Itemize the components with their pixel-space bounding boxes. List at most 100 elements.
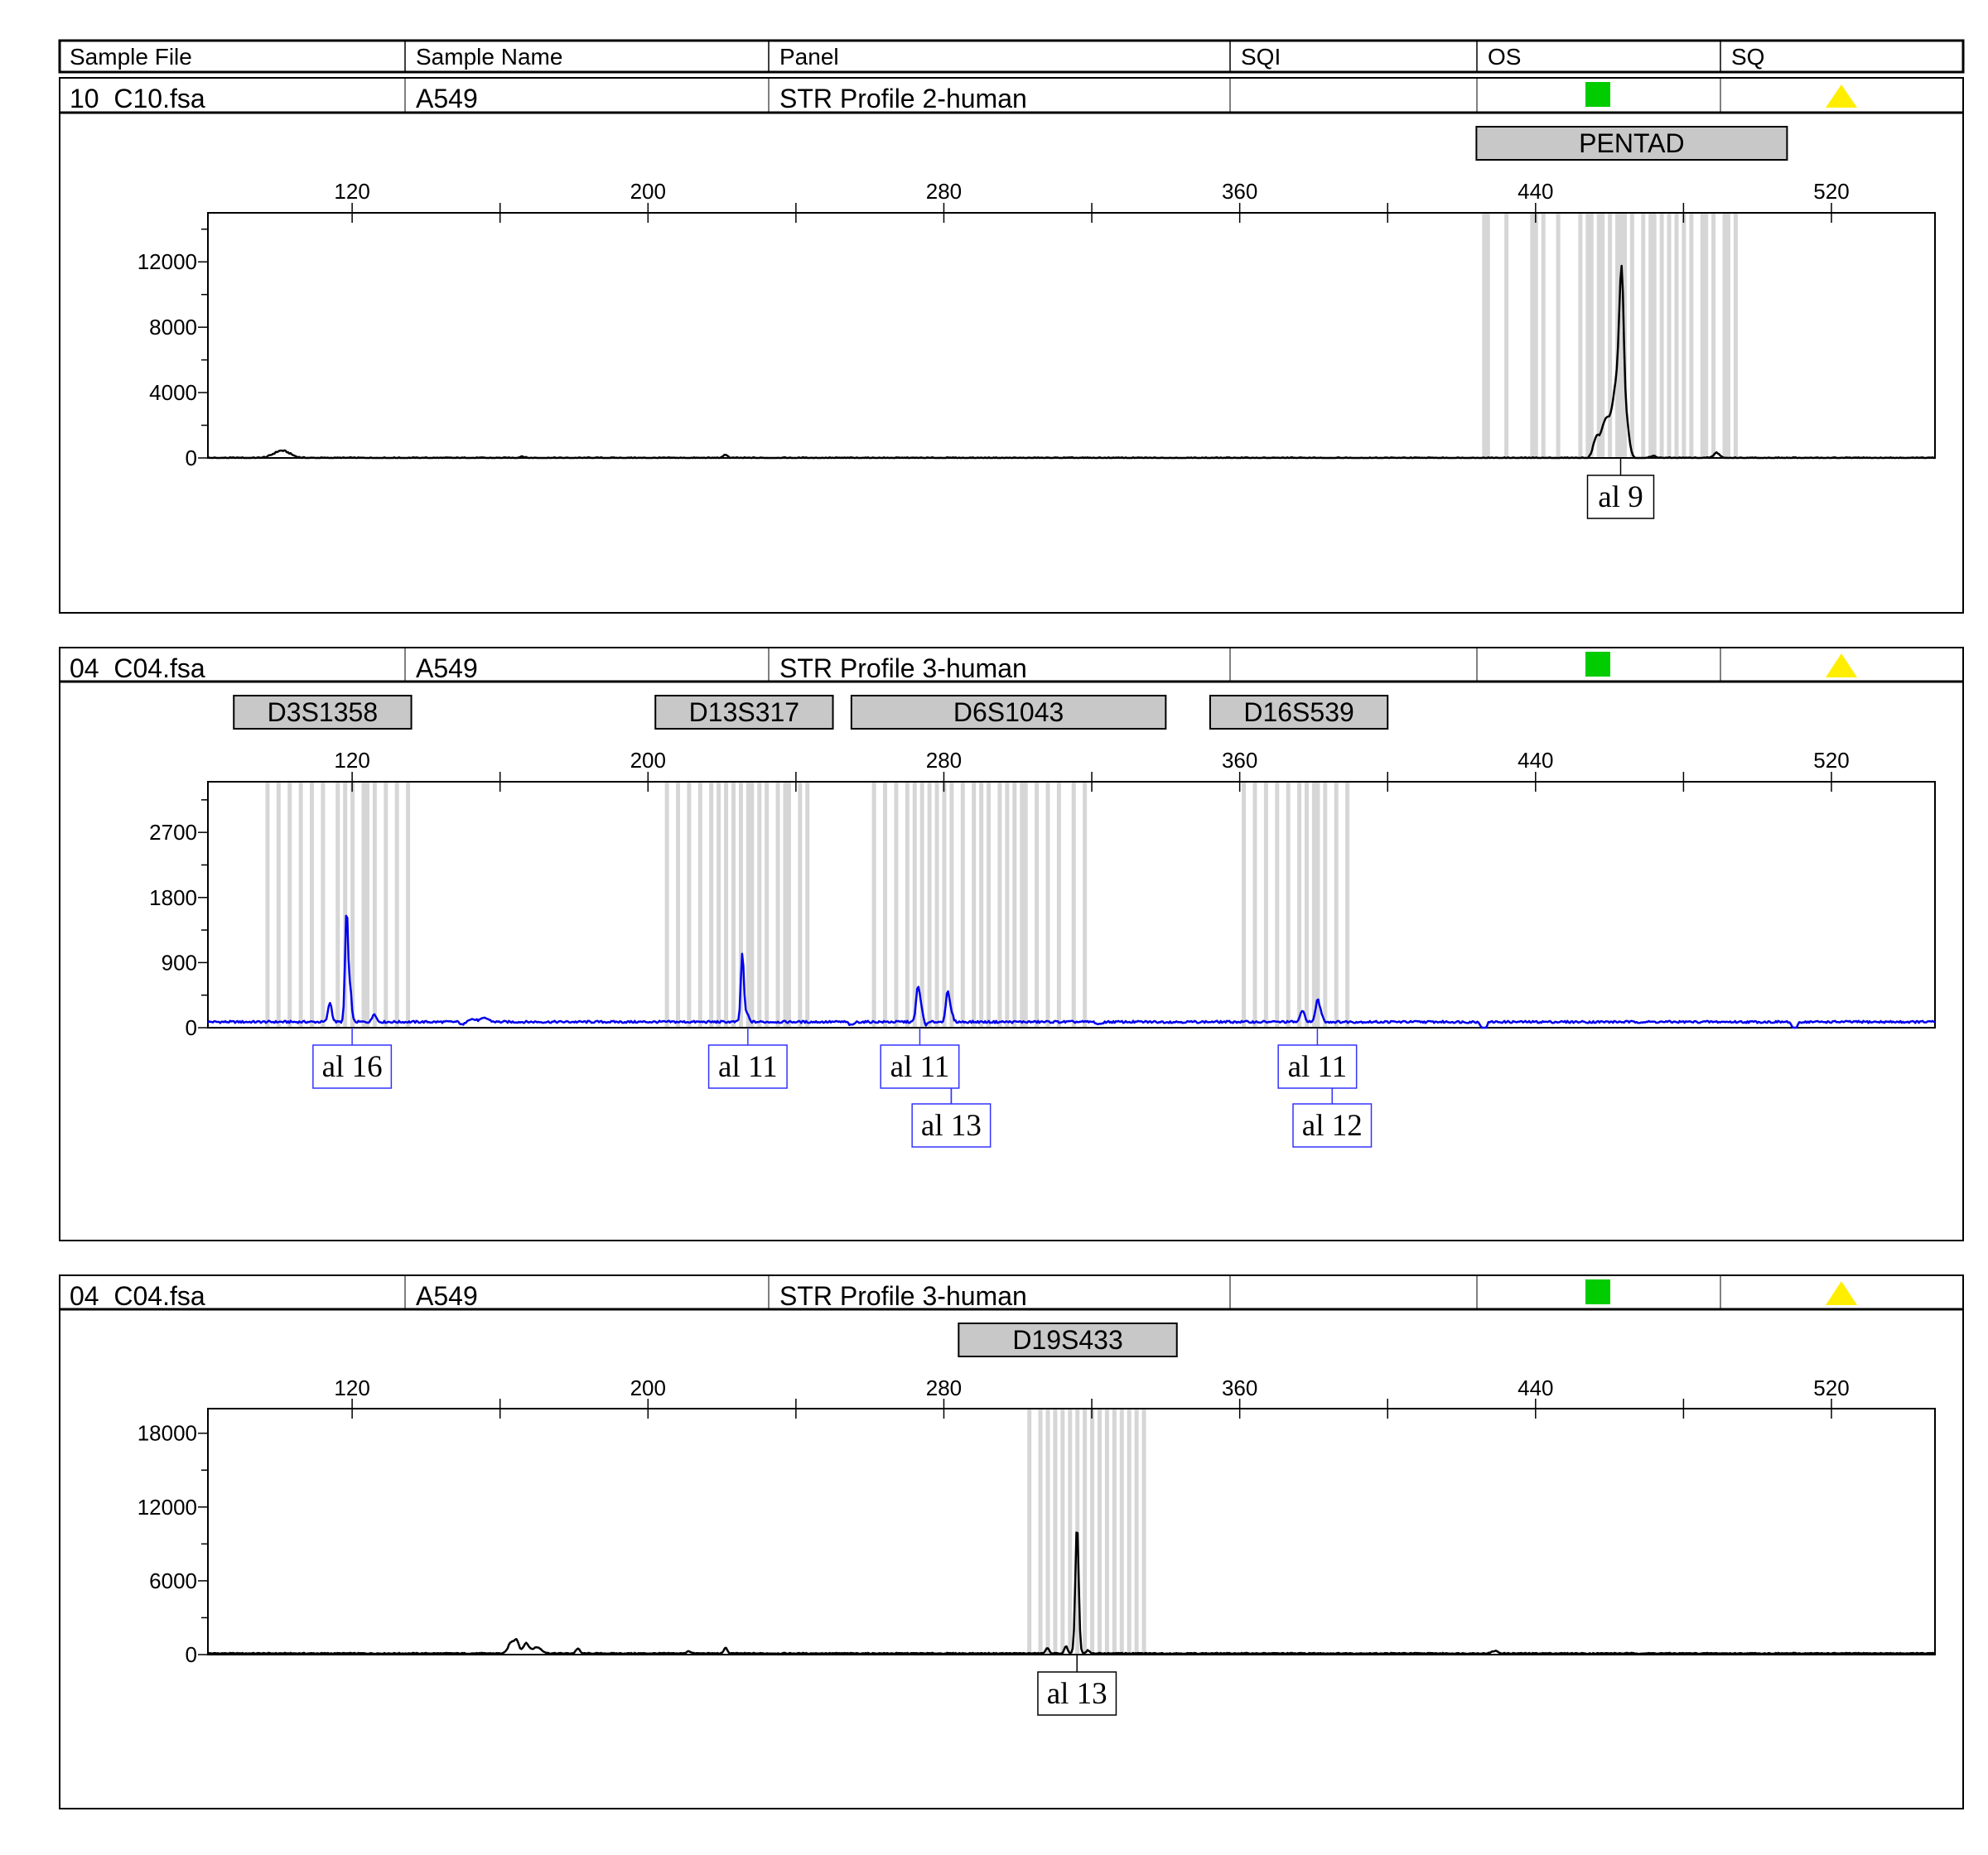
plot-frame (207, 1408, 1936, 1655)
bin-line (731, 783, 736, 1027)
x-tick-label: 200 (630, 1376, 666, 1400)
x-tick-label: 440 (1518, 1376, 1553, 1400)
allele-label[interactable]: al 9 (1586, 458, 1655, 519)
bin-line (1482, 214, 1487, 457)
bin-line (1704, 214, 1709, 457)
allele-text: al 12 (1302, 1109, 1363, 1143)
y-tick-label: 900 (162, 950, 197, 975)
electropherogram-plot[interactable]: PENTAD 120 200 280 360 440 520 0 4000 8000 12000 al… (138, 126, 1936, 519)
sample-info-row[interactable]: 04 C04.fsa A549 STR Profile 3-human (60, 648, 1963, 683)
y-tick-label: 2700 (149, 820, 197, 845)
allele-text: al 11 (718, 1050, 778, 1084)
bin-line (1311, 783, 1316, 1027)
bin-line (1315, 783, 1320, 1027)
bin-line (361, 783, 366, 1027)
bin-line (979, 783, 984, 1027)
sample-file-value: 04 C04.fsa (70, 1281, 205, 1311)
x-tick-label: 520 (1813, 179, 1849, 204)
allele-label[interactable]: al 11 (707, 1028, 788, 1089)
panel-frame (59, 1274, 1964, 1809)
allele-label[interactable]: al 16 (312, 1028, 393, 1089)
x-tick-label: 520 (1813, 1376, 1849, 1400)
x-tick-label: 440 (1518, 179, 1553, 204)
bin-line (1112, 1409, 1117, 1654)
locus-marker[interactable]: D13S317 (654, 695, 834, 730)
bin-line (1286, 783, 1291, 1027)
bin-line (298, 783, 303, 1027)
bin-line (757, 783, 762, 1027)
bin-line (972, 783, 977, 1027)
bin-line (1141, 1409, 1146, 1654)
locus-label: PENTAD (1579, 128, 1684, 158)
header-panel[interactable]: Panel (779, 44, 839, 70)
allele-text: al 13 (1047, 1677, 1107, 1711)
bin-line (883, 783, 888, 1027)
bin-line (406, 783, 411, 1027)
locus-marker[interactable]: PENTAD (1475, 126, 1788, 161)
bin-line (350, 783, 355, 1027)
sq-warning-icon (1826, 653, 1857, 677)
locus-marker[interactable]: D3S1358 (233, 695, 413, 730)
bin-line (1323, 783, 1328, 1027)
bin-line (1541, 214, 1546, 457)
locus-marker[interactable]: D16S539 (1209, 695, 1389, 730)
locus-marker[interactable]: D6S1043 (850, 695, 1167, 730)
header-sq[interactable]: SQ (1731, 44, 1764, 70)
bin-line (1134, 1409, 1139, 1654)
bin-line (1682, 214, 1686, 457)
allele-label[interactable]: al 13 (911, 1088, 992, 1148)
bin-line (1619, 214, 1624, 457)
os-status-icon (1585, 82, 1610, 107)
bin-line (746, 783, 750, 1027)
electropherogram-plot[interactable]: D3S1358 D13S317 D6S1043 D16S539 120 200 280 360… (149, 695, 1936, 1148)
x-tick-label: 120 (334, 179, 369, 204)
bin-line (1297, 783, 1302, 1027)
bin-line (1083, 783, 1088, 1027)
bin-lines (265, 783, 1350, 1027)
bin-line (750, 783, 755, 1027)
bin-line (1648, 214, 1653, 457)
locus-label: D16S539 (1243, 697, 1353, 727)
allele-text: al 11 (1288, 1050, 1348, 1084)
y-tick-label: 0 (186, 446, 197, 470)
x-tick-label: 360 (1222, 748, 1257, 773)
bin-line (1674, 214, 1679, 457)
allele-label[interactable]: al 11 (880, 1028, 960, 1089)
bin-line (1585, 214, 1590, 457)
bin-line (1334, 783, 1339, 1027)
electropherogram-plot[interactable]: D19S433 120 200 280 360 440 520 0 6000 12000 18000… (138, 1323, 1936, 1716)
bin-line (1722, 214, 1727, 457)
bin-line (927, 783, 932, 1027)
sample-panel: 04 C04.fsa A549 STR Profile 3-human D19S… (59, 1274, 1964, 1809)
panel-frame (59, 77, 1964, 614)
header-os[interactable]: OS (1488, 44, 1521, 70)
y-tick-label: 1800 (149, 885, 197, 910)
bin-line (1733, 214, 1738, 457)
header-sample-name[interactable]: Sample Name (416, 44, 562, 70)
sample-info-row[interactable]: 10 C10.fsa A549 STR Profile 2-human (60, 78, 1963, 114)
bin-line (287, 783, 292, 1027)
x-tick-label: 520 (1813, 748, 1849, 773)
header-sqi[interactable]: SQI (1241, 44, 1281, 70)
allele-label[interactable]: al 13 (1037, 1655, 1117, 1716)
plot-frame (207, 781, 1936, 1029)
x-tick-label: 200 (630, 748, 666, 773)
locus-marker[interactable]: D19S433 (958, 1323, 1178, 1357)
sample-info-row[interactable]: 04 C04.fsa A549 STR Profile 3-human (60, 1275, 1963, 1311)
locus-label: D3S1358 (268, 697, 378, 727)
os-status-icon (1585, 652, 1610, 677)
bin-line (364, 783, 369, 1027)
bin-line (1035, 783, 1040, 1027)
allele-label[interactable]: al 12 (1292, 1088, 1373, 1148)
bin-line (987, 783, 992, 1027)
y-tick-label: 6000 (149, 1568, 197, 1593)
bin-line (1053, 1409, 1058, 1654)
bin-line (1252, 783, 1257, 1027)
allele-label[interactable]: al 11 (1277, 1028, 1358, 1089)
bin-line (775, 783, 780, 1027)
bin-line (1242, 783, 1247, 1027)
bin-line (372, 783, 377, 1027)
header-sample-file[interactable]: Sample File (70, 44, 192, 70)
sq-warning-icon (1826, 1281, 1857, 1305)
